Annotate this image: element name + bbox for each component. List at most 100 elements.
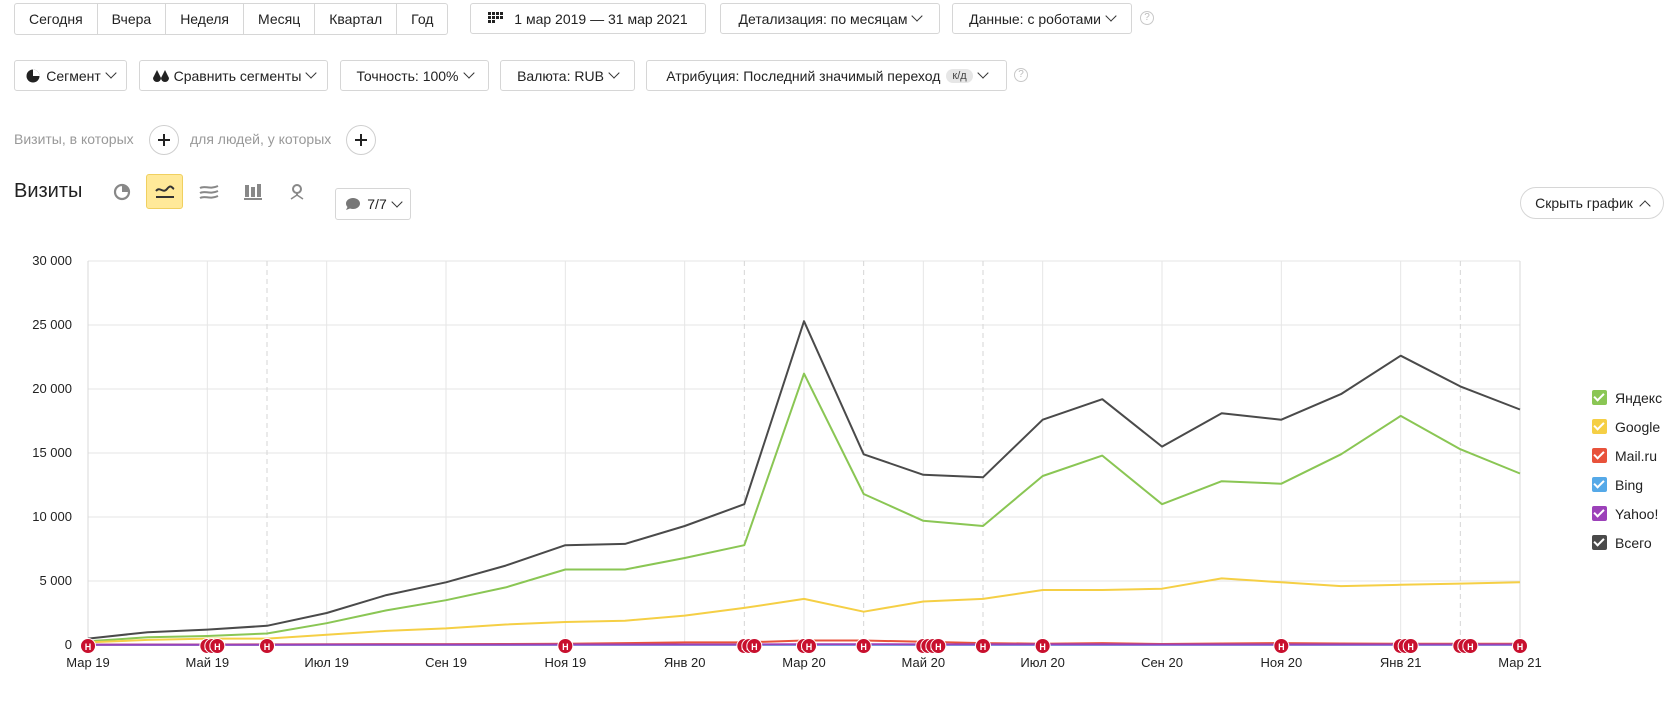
attribution-dropdown[interactable]: Атрибуция: Последний значимый переход к/…	[646, 60, 1007, 91]
data-mode-dropdown[interactable]: Данные: с роботами	[952, 3, 1132, 34]
line-chart-view-button[interactable]	[146, 174, 183, 209]
accuracy-dropdown[interactable]: Точность: 100%	[340, 60, 489, 91]
legend-item[interactable]: Mail.ru	[1592, 441, 1662, 470]
checkbox-icon	[1592, 535, 1607, 550]
attribution-label: Атрибуция: Последний значимый переход	[666, 67, 941, 84]
compare-label: Сравнить сегменты	[173, 67, 302, 84]
checkbox-icon	[1592, 477, 1607, 492]
svg-text:Н: Н	[935, 642, 942, 652]
annotation-marker[interactable]: Н	[557, 638, 574, 654]
x-tick-label: Ноя 20	[1260, 655, 1302, 670]
hide-chart-button[interactable]: Скрыть график	[1520, 187, 1664, 219]
report-title: Визиты	[14, 180, 83, 202]
chevron-down-icon	[977, 67, 989, 79]
pie-chart-view-button[interactable]	[103, 174, 140, 209]
chevron-up-icon	[1639, 199, 1651, 212]
legend-label: Google	[1615, 418, 1661, 435]
x-tick-label: Янв 20	[664, 655, 706, 670]
svg-text:Н: Н	[214, 642, 221, 652]
y-tick-label: 0	[65, 637, 72, 652]
annotation-marker[interactable]: Н	[80, 638, 96, 654]
map-view-button[interactable]	[278, 174, 315, 209]
period-month[interactable]: Месяц	[244, 4, 316, 34]
accuracy-label: Точность: 100%	[356, 67, 459, 84]
legend-item[interactable]: Google	[1592, 412, 1662, 441]
annotation-marker[interactable]: Н	[746, 638, 763, 654]
annotations-count: 7/7	[367, 196, 387, 212]
legend-item[interactable]: Bing	[1592, 470, 1662, 499]
svg-text:Н: Н	[85, 642, 92, 652]
annotations-dropdown[interactable]: 7/7	[335, 188, 411, 220]
help-icon[interactable]: ?	[1140, 11, 1154, 25]
period-week[interactable]: Неделя	[166, 4, 245, 34]
annotation-marker[interactable]: Н	[1462, 638, 1479, 654]
bar-chart-view-button[interactable]	[234, 174, 271, 209]
legend-item[interactable]: Yahoo!	[1592, 499, 1662, 528]
period-today[interactable]: Сегодня	[15, 4, 98, 34]
checkbox-icon	[1592, 448, 1607, 463]
svg-text:Н: Н	[264, 642, 271, 652]
svg-text:Н: Н	[980, 642, 987, 652]
x-tick-label: Май 20	[902, 655, 946, 670]
legend-label: Bing	[1615, 476, 1644, 493]
annotation-marker[interactable]: Н	[1402, 638, 1419, 654]
drops-icon	[152, 69, 169, 82]
annotation-marker[interactable]: Н	[259, 638, 275, 654]
date-range-label: 1 мар 2019 — 31 мар 2021	[514, 10, 688, 27]
map-pin-icon	[290, 183, 303, 200]
period-quarter[interactable]: Квартал	[315, 4, 398, 34]
x-tick-label: Мар 20	[782, 655, 826, 670]
comment-icon	[346, 198, 361, 210]
x-tick-label: Ноя 19	[544, 655, 586, 670]
annotation-marker[interactable]: Н	[1512, 638, 1528, 654]
add-people-filter-button[interactable]	[346, 125, 376, 155]
period-selector: Сегодня Вчера Неделя Месяц Квартал Год	[14, 3, 449, 35]
annotation-marker[interactable]: Н	[975, 638, 991, 654]
date-range-button[interactable]: 1 мар 2019 — 31 мар 2021	[470, 3, 706, 34]
legend-item[interactable]: Всего	[1592, 528, 1662, 557]
svg-text:Н: Н	[1467, 642, 1474, 652]
detail-dropdown[interactable]: Детализация: по месяцам	[720, 3, 940, 34]
chevron-down-icon	[462, 67, 475, 79]
add-visit-filter-button[interactable]	[149, 125, 179, 155]
chevron-down-icon	[911, 10, 924, 22]
annotation-marker[interactable]: Н	[855, 638, 872, 654]
svg-text:Н: Н	[1407, 642, 1414, 652]
svg-text:Н: Н	[751, 642, 758, 652]
x-tick-label: Июл 19	[304, 655, 348, 670]
annotation-marker[interactable]: Н	[930, 638, 947, 654]
annotation-marker[interactable]: Н	[1034, 638, 1051, 654]
chevron-down-icon	[1105, 10, 1117, 22]
y-tick-label: 15 000	[32, 445, 72, 460]
help-icon[interactable]: ?	[1014, 68, 1028, 82]
currency-label: Валюта: RUB	[517, 67, 604, 84]
currency-dropdown[interactable]: Валюта: RUB	[500, 60, 635, 91]
legend-label: Яндекс	[1615, 389, 1663, 406]
y-tick-label: 20 000	[32, 381, 72, 396]
legend-item[interactable]: Яндекс	[1592, 383, 1662, 412]
checkbox-icon	[1592, 506, 1607, 521]
period-year[interactable]: Год	[411, 11, 434, 27]
pie-chart-icon	[113, 183, 130, 200]
compare-segments-dropdown[interactable]: Сравнить сегменты	[139, 60, 328, 91]
chevron-down-icon	[391, 195, 403, 208]
x-tick-label: Янв 21	[1380, 655, 1422, 670]
series-line	[87, 372, 1521, 643]
hide-chart-label: Скрыть график	[1535, 195, 1633, 211]
svg-text:Н: Н	[1039, 642, 1046, 652]
annotation-marker[interactable]: Н	[1273, 638, 1290, 654]
series-line	[87, 320, 1521, 640]
svg-text:Н: Н	[562, 642, 569, 652]
period-yesterday[interactable]: Вчера	[98, 4, 167, 34]
svg-text:Н: Н	[806, 642, 813, 652]
x-tick-label: Мар 19	[66, 655, 110, 670]
filter-people-label: для людей, у которых	[190, 131, 332, 147]
y-tick-label: 30 000	[32, 253, 72, 268]
segment-dropdown[interactable]: Сегмент	[14, 60, 127, 91]
annotation-marker[interactable]: Н	[209, 638, 226, 654]
area-chart-view-button[interactable]	[190, 174, 227, 209]
chevron-down-icon	[305, 67, 318, 79]
chevron-down-icon	[105, 67, 117, 79]
annotation-marker[interactable]: Н	[801, 638, 817, 654]
attribution-tag: к/д	[946, 68, 973, 83]
